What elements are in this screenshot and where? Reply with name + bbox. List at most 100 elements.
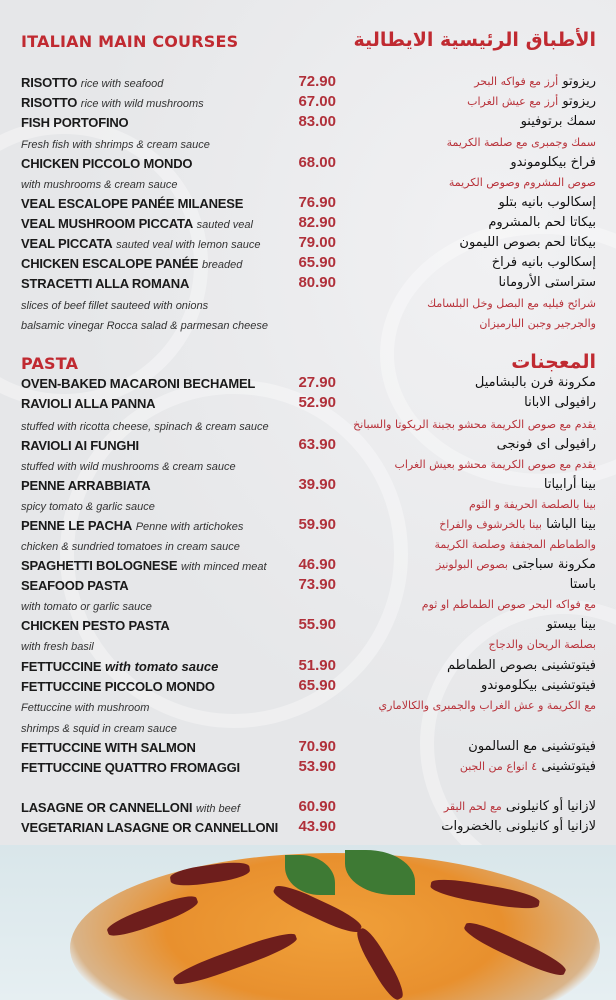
menu-item: VEAL MUSHROOM PICCATA sauted veal 82.90 بي…	[0, 214, 616, 234]
item-description: Penne with artichokes	[135, 521, 244, 533]
menu-item-description: with fresh basil بصلصة الريحان والدجاج	[0, 636, 616, 656]
menu-item: FETTUCCINE with tomato sauce 51.90 فيتوتشي…	[0, 657, 616, 677]
item-arabic: ريزوتو أرز مع فواكه البحر	[474, 74, 596, 89]
item-name-arabic: إسكالوب بانيه بتلو	[498, 195, 596, 210]
item-arabic: مكرونة فرن بالبشاميل	[475, 375, 596, 390]
menu-item: CHICKEN PESTO PASTA 55.90 بينا بيستو	[0, 616, 616, 636]
item-price: 68.00	[298, 154, 336, 171]
item-description-line: slices of beef fillet sauteed with onion…	[21, 300, 209, 312]
item-name-arabic: ستراستى الأرومانا	[498, 275, 596, 290]
item-arabic: مع فواكه البحر صوص الطماطم او ثوم	[422, 597, 596, 612]
item-name-arabic: فيتوتشينى مع السالمون	[468, 739, 596, 754]
item-description-arabic: بينا بالخرشوف والفراخ	[439, 518, 542, 531]
item-english: FETTUCCINE WITH SALMON	[21, 740, 196, 755]
item-price: 67.00	[298, 93, 336, 110]
item-arabic: بينا بيستو	[547, 617, 596, 632]
item-description-arabic: ٤ انواع من الجبن	[459, 760, 538, 773]
item-price: 65.90	[298, 254, 336, 271]
item-price: 51.90	[298, 657, 336, 674]
item-name: VEAL ESCALOPE PANÉE MILANESE	[21, 196, 244, 211]
item-arabic: إسكالوب بانيه فراخ	[492, 255, 596, 270]
item-description-line: spicy tomato & garlic sauce	[21, 501, 155, 513]
item-price: 59.90	[298, 516, 336, 533]
item-name-arabic: فيتوتشينى	[541, 759, 596, 774]
item-name: FETTUCCINE QUATTRO FROMAGGI	[21, 760, 240, 775]
item-english: balsamic vinegar Rocca salad & parmesan …	[21, 317, 268, 332]
item-name-arabic: بينا بيستو	[546, 617, 596, 632]
item-price: 52.90	[298, 394, 336, 411]
item-name-arabic: ريزوتو	[562, 74, 596, 89]
item-price: 43.90	[298, 818, 336, 835]
menu-item-description: with mushrooms & cream sauce صوص المشروم …	[0, 174, 616, 194]
item-arabic: سمك برتوفينو	[521, 114, 596, 129]
item-name-arabic: لازانيا أو كانيلونى بالخضروات	[441, 819, 596, 834]
item-description-arabic: مع لحم البقر	[443, 800, 502, 813]
item-description-line: stuffed with ricotta cheese, spinach & c…	[21, 421, 269, 433]
item-description-arabic: صوص المشروم وصوص الكريمة	[448, 176, 596, 189]
item-arabic: سمك وجمبرى مع صلصة الكريمة	[447, 135, 596, 150]
item-arabic: رافيولى اى فونجى	[497, 437, 596, 452]
item-name-arabic: سمك برتوفينو	[520, 114, 596, 129]
menu-item: LASAGNE OR CANNELLONI with beef 60.90 لازا…	[0, 798, 616, 818]
item-name-arabic: إسكالوب بانيه فراخ	[491, 255, 596, 270]
menu-item-description: shrimps & squid in cream sauce	[0, 718, 616, 738]
item-name: CHICKEN PESTO PASTA	[21, 618, 170, 633]
item-description-arabic: بصلصة الريحان والدجاج	[488, 638, 597, 651]
menu-item-description: spicy tomato & garlic sauce بينا بالصلصة …	[0, 496, 616, 516]
item-description-line: balsamic vinegar Rocca salad & parmesan …	[21, 320, 269, 332]
item-price: 73.90	[298, 576, 336, 593]
item-price: 79.00	[298, 234, 336, 251]
item-arabic: يقدم مع صوص الكريمة محشو بجبنة الريكوتا …	[353, 417, 596, 432]
item-name: FETTUCCINE WITH SALMON	[21, 740, 196, 755]
item-price: 72.90	[298, 73, 336, 90]
item-arabic: يقدم مع صوص الكريمة محشو بعيش الغراب	[394, 457, 596, 472]
menu-item: VEAL ESCALOPE PANÉE MILANESE 76.90 إسكالوب…	[0, 194, 616, 214]
item-name-arabic: رافيولى الابانا	[524, 395, 596, 410]
item-english: VEGETARIAN LASAGNE OR CANNELLONI	[21, 820, 278, 835]
item-arabic: فراخ بيكلوموندو	[510, 155, 596, 170]
item-arabic: فيتوتشينى مع السالمون	[468, 739, 596, 754]
item-arabic: فيتوتشينى بصوص الطماطم	[447, 658, 596, 673]
item-arabic: صوص المشروم وصوص الكريمة	[449, 175, 596, 190]
item-english: Fresh fish with shrimps & cream sauce	[21, 136, 210, 151]
item-english: with mushrooms & cream sauce	[21, 176, 178, 191]
item-english: OVEN-BAKED MACARONI BECHAMEL	[21, 376, 255, 391]
item-arabic: والطماطم المجففة وصلصة الكريمة	[434, 537, 596, 552]
item-english: LASAGNE OR CANNELLONI with beef	[21, 800, 240, 815]
item-price: 46.90	[298, 556, 336, 573]
item-english: FETTUCCINE QUATTRO FROMAGGI	[21, 760, 240, 775]
item-english: FETTUCCINE PICCOLO MONDO	[21, 679, 215, 694]
item-description-line: Fettuccine with mushroom	[21, 702, 150, 714]
menu-item: SEAFOOD PASTA 73.90 باستا	[0, 576, 616, 596]
menu-item: CHICKEN ESCALOPE PANÉE breaded 65.90 إسكال…	[0, 254, 616, 274]
item-english: CHICKEN PICCOLO MONDO	[21, 156, 193, 171]
item-description: sauted veal	[196, 219, 253, 231]
item-price: 76.90	[298, 194, 336, 211]
menu-item: RISOTTO rice with seafood 72.90 ريزوتو أرز…	[0, 73, 616, 93]
item-description-line: chicken & sundried tomatoes in cream sau…	[21, 541, 240, 553]
item-name: PENNE LE PACHA	[21, 518, 133, 533]
item-arabic: لازانيا أو كانيلونى مع لحم البقر	[444, 799, 596, 814]
item-price: 39.90	[298, 476, 336, 493]
item-price: 80.90	[298, 274, 336, 291]
menu-item-description: stuffed with wild mushrooms & cream sauc…	[0, 456, 616, 476]
menu-item: FETTUCCINE PICCOLO MONDO 65.90 فيتوتشينى ب…	[0, 677, 616, 697]
item-name-arabic: بينا الباشا	[546, 517, 596, 532]
item-price: 65.90	[298, 677, 336, 694]
menu-item-description: with tomato or garlic sauce مع فواكه البح…	[0, 596, 616, 616]
item-description-arabic: شرائح فيليه مع البصل وخل البلسامك	[427, 297, 596, 310]
item-price: 53.90	[298, 758, 336, 775]
menu-item: PENNE LE PACHA Penne with artichokes 59.9…	[0, 516, 616, 536]
item-arabic: لازانيا أو كانيلونى بالخضروات	[441, 819, 596, 834]
item-name: LASAGNE OR CANNELLONI	[21, 800, 193, 815]
menu-item-description: Fettuccine with mushroom مع الكريمة و عش …	[0, 697, 616, 717]
item-arabic: إسكالوب بانيه بتلو	[499, 195, 596, 210]
item-description: rice with seafood	[80, 78, 164, 90]
item-english: spicy tomato & garlic sauce	[21, 498, 155, 513]
item-english: SEAFOOD PASTA	[21, 578, 129, 593]
menu-item: RAVIOLI ALLA PANNA 52.90 رافيولى الابانا	[0, 394, 616, 414]
item-arabic: ريزوتو أرز مع عيش الغراب	[467, 94, 596, 109]
item-description-arabic: أرز مع فواكه البحر	[474, 75, 559, 88]
item-english: PENNE LE PACHA Penne with artichokes	[21, 518, 243, 533]
item-name: PENNE ARRABBIATA	[21, 478, 151, 493]
